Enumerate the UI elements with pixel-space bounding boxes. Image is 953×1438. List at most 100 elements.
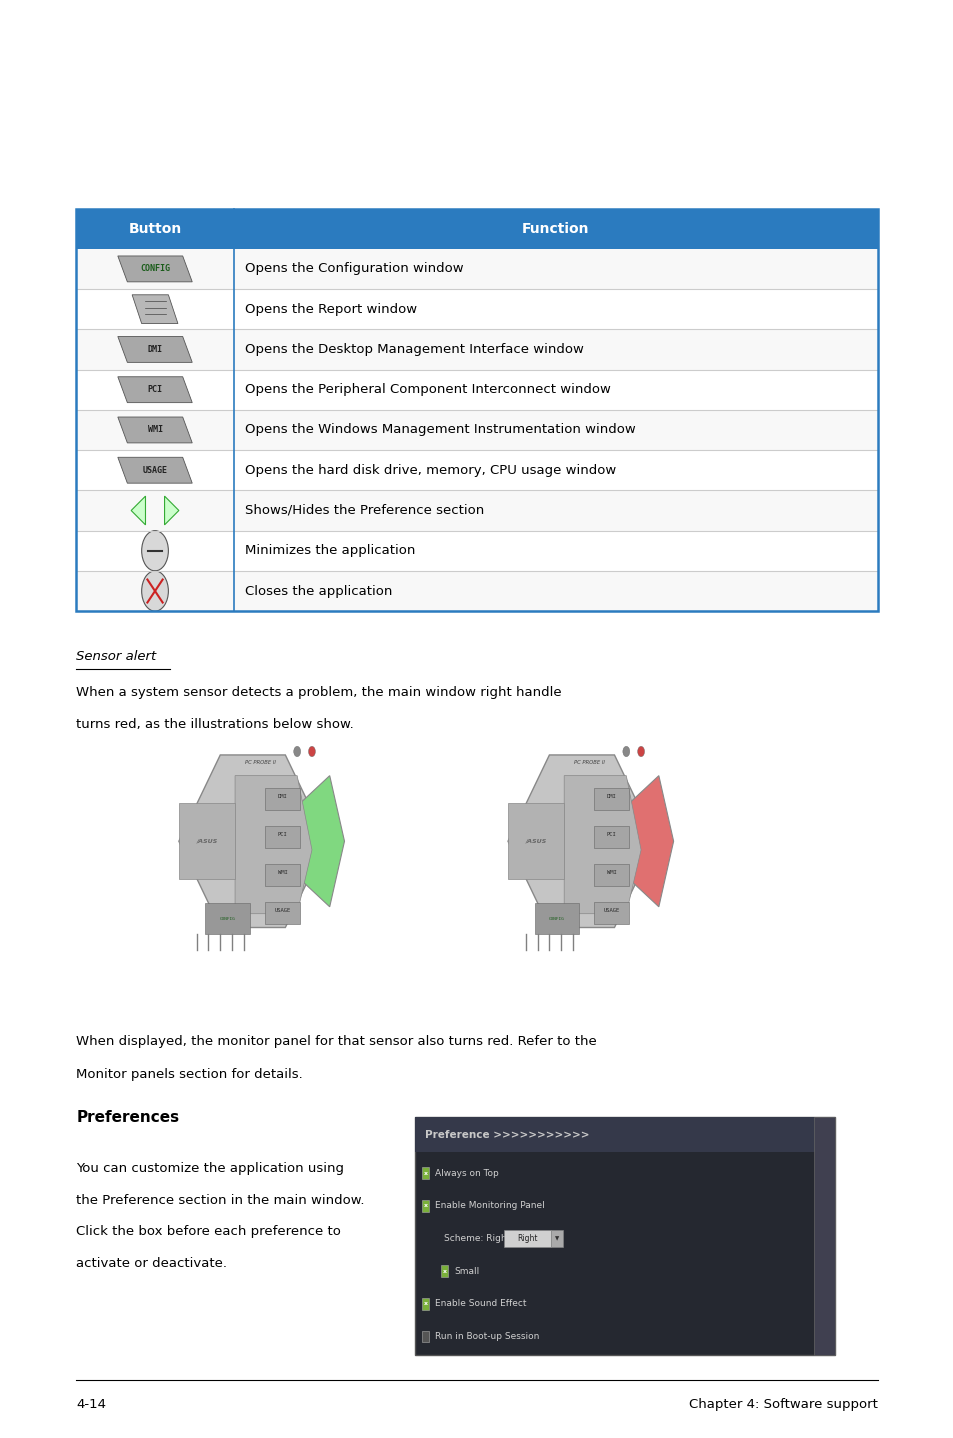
Circle shape: [294, 746, 300, 756]
Bar: [264, 864, 300, 886]
Text: USAGE: USAGE: [602, 907, 619, 913]
Text: PC PROBE II: PC PROBE II: [574, 761, 604, 765]
Polygon shape: [131, 496, 145, 525]
Text: x: x: [423, 1301, 427, 1306]
Text: Scheme: Right: Scheme: Right: [443, 1234, 509, 1242]
Text: Run in Boot-up Session: Run in Boot-up Session: [435, 1332, 538, 1342]
Bar: [76, 370, 877, 410]
Text: Opens the Configuration window: Opens the Configuration window: [245, 262, 463, 276]
Bar: [551, 1229, 562, 1247]
Circle shape: [141, 531, 168, 571]
Text: Right: Right: [517, 1234, 537, 1242]
Polygon shape: [507, 755, 655, 928]
Text: CONFIG: CONFIG: [548, 917, 564, 920]
Polygon shape: [165, 496, 178, 525]
Text: DMI: DMI: [277, 794, 287, 800]
Bar: [421, 1168, 429, 1179]
Text: Minimizes the application: Minimizes the application: [245, 544, 416, 558]
Bar: [421, 1201, 429, 1212]
Bar: [264, 825, 300, 848]
Text: When displayed, the monitor panel for that sensor also turns red. Refer to the: When displayed, the monitor panel for th…: [76, 1035, 597, 1048]
Bar: [264, 788, 300, 810]
Text: the Preference section in the main window.: the Preference section in the main windo…: [76, 1194, 364, 1206]
Polygon shape: [629, 775, 673, 907]
Circle shape: [637, 746, 644, 756]
Polygon shape: [563, 775, 640, 913]
Bar: [593, 788, 629, 810]
Text: Preference >>>>>>>>>>>: Preference >>>>>>>>>>>: [424, 1130, 588, 1139]
Text: WMI: WMI: [606, 870, 616, 874]
Text: Enable Sound Effect: Enable Sound Effect: [435, 1300, 526, 1309]
Text: Closes the application: Closes the application: [245, 584, 392, 598]
Bar: [503, 1229, 551, 1247]
Bar: [76, 571, 877, 611]
Text: Opens the Peripheral Component Interconnect window: Opens the Peripheral Component Interconn…: [245, 383, 611, 397]
Text: WMI: WMI: [148, 426, 162, 434]
Bar: [76, 289, 877, 329]
Bar: [421, 1330, 429, 1342]
Text: Shows/Hides the Preference section: Shows/Hides the Preference section: [245, 503, 484, 518]
Circle shape: [622, 746, 629, 756]
Bar: [205, 903, 250, 935]
Text: CONFIG: CONFIG: [140, 265, 170, 273]
Bar: [507, 804, 563, 879]
Bar: [813, 1117, 834, 1355]
Text: PCI: PCI: [148, 385, 162, 394]
Bar: [593, 902, 629, 925]
Bar: [76, 249, 877, 289]
Text: Click the box before each preference to: Click the box before each preference to: [76, 1225, 341, 1238]
Text: x: x: [423, 1171, 427, 1176]
Bar: [178, 804, 234, 879]
Text: Monitor panels section for details.: Monitor panels section for details.: [76, 1068, 303, 1081]
Polygon shape: [118, 336, 193, 362]
Bar: [76, 490, 877, 531]
Bar: [440, 1265, 448, 1277]
Text: USAGE: USAGE: [274, 907, 291, 913]
Bar: [415, 1117, 834, 1152]
Bar: [76, 329, 877, 370]
Bar: [76, 450, 877, 490]
Text: When a system sensor detects a problem, the main window right handle: When a system sensor detects a problem, …: [76, 686, 561, 699]
Text: USAGE: USAGE: [142, 466, 168, 475]
Circle shape: [141, 571, 168, 611]
Text: activate or deactivate.: activate or deactivate.: [76, 1257, 227, 1270]
Bar: [534, 903, 578, 935]
Text: /ASUS: /ASUS: [196, 838, 217, 844]
Text: Button: Button: [129, 221, 181, 236]
Text: Enable Monitoring Panel: Enable Monitoring Panel: [435, 1201, 544, 1211]
Bar: [76, 410, 877, 450]
Text: Function: Function: [521, 221, 589, 236]
Text: You can customize the application using: You can customize the application using: [76, 1162, 344, 1175]
Bar: [264, 902, 300, 925]
Text: ▼: ▼: [555, 1237, 558, 1241]
Polygon shape: [118, 457, 193, 483]
Text: x: x: [423, 1204, 427, 1208]
Text: Chapter 4: Software support: Chapter 4: Software support: [688, 1398, 877, 1411]
Text: x: x: [442, 1268, 446, 1274]
Text: DMI: DMI: [148, 345, 162, 354]
Text: Opens the Desktop Management Interface window: Opens the Desktop Management Interface w…: [245, 342, 583, 357]
Text: Opens the hard disk drive, memory, CPU usage window: Opens the hard disk drive, memory, CPU u…: [245, 463, 616, 477]
Text: Opens the Windows Management Instrumentation window: Opens the Windows Management Instrumenta…: [245, 423, 636, 437]
Bar: [421, 1299, 429, 1310]
Text: Small: Small: [454, 1267, 478, 1276]
Text: 4-14: 4-14: [76, 1398, 106, 1411]
Text: Always on Top: Always on Top: [435, 1169, 498, 1178]
Bar: [76, 209, 877, 249]
Polygon shape: [234, 775, 312, 913]
Bar: [76, 531, 877, 571]
Polygon shape: [118, 256, 193, 282]
Text: PC PROBE II: PC PROBE II: [245, 761, 275, 765]
Text: Preferences: Preferences: [76, 1110, 179, 1125]
Polygon shape: [132, 295, 177, 324]
Text: PCI: PCI: [606, 831, 616, 837]
Text: /ASUS: /ASUS: [525, 838, 546, 844]
Text: WMI: WMI: [277, 870, 287, 874]
Bar: [593, 825, 629, 848]
Text: PCI: PCI: [277, 831, 287, 837]
Text: DMI: DMI: [606, 794, 616, 800]
Text: turns red, as the illustrations below show.: turns red, as the illustrations below sh…: [76, 718, 354, 731]
Bar: [415, 1117, 834, 1355]
Bar: [76, 209, 877, 611]
Polygon shape: [178, 755, 326, 928]
